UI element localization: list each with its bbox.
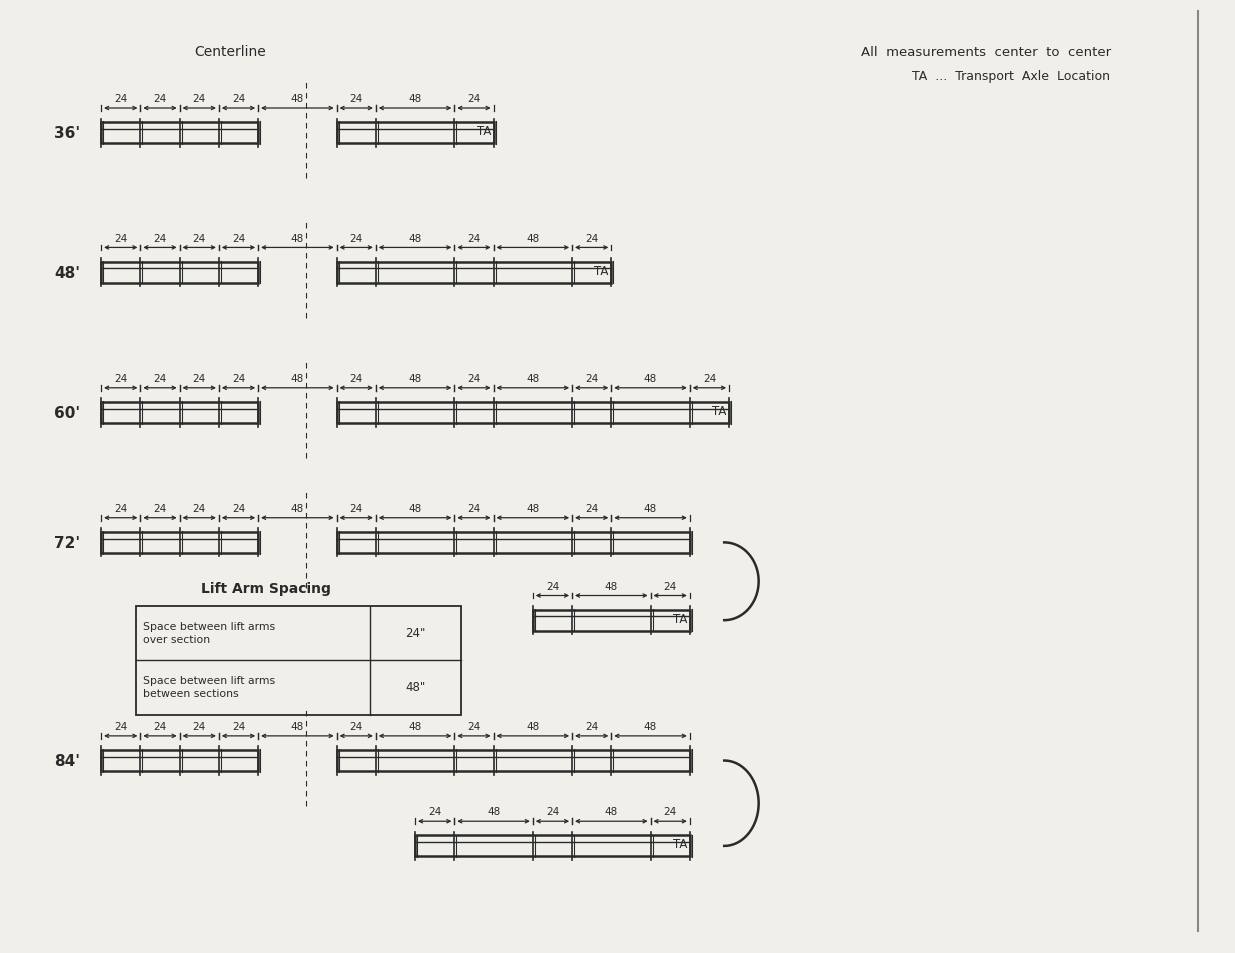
- Text: 24: 24: [153, 374, 167, 384]
- Text: 24: 24: [467, 503, 480, 514]
- Text: 24: 24: [232, 94, 245, 104]
- Text: TA  ...  Transport  Axle  Location: TA ... Transport Axle Location: [911, 71, 1110, 83]
- Bar: [101, 750, 258, 771]
- Text: Centerline: Centerline: [194, 45, 266, 59]
- Text: 48: 48: [605, 581, 618, 591]
- Bar: [337, 123, 494, 144]
- Bar: [101, 533, 258, 554]
- Text: 48: 48: [409, 233, 421, 243]
- Text: 48: 48: [643, 374, 657, 384]
- Text: 24: 24: [153, 94, 167, 104]
- Text: 24: 24: [663, 806, 677, 817]
- Text: 24: 24: [350, 233, 363, 243]
- Text: 48: 48: [409, 374, 421, 384]
- Text: 48: 48: [290, 233, 304, 243]
- Text: 24: 24: [153, 503, 167, 514]
- Text: 24: 24: [467, 721, 480, 731]
- Text: 24: 24: [232, 503, 245, 514]
- Text: 24: 24: [114, 94, 127, 104]
- Text: TA: TA: [594, 264, 609, 277]
- Text: 24: 24: [350, 503, 363, 514]
- Bar: [337, 533, 690, 554]
- Text: 48: 48: [409, 721, 421, 731]
- Text: 24: 24: [467, 374, 480, 384]
- Text: 48: 48: [290, 503, 304, 514]
- Bar: [337, 750, 690, 771]
- Text: 24: 24: [114, 503, 127, 514]
- Text: 84': 84': [54, 753, 80, 768]
- Text: 24: 24: [467, 233, 480, 243]
- Text: 24: 24: [193, 374, 206, 384]
- Text: 48: 48: [605, 806, 618, 817]
- Text: 24: 24: [585, 374, 598, 384]
- Text: 48: 48: [290, 94, 304, 104]
- Bar: [101, 123, 258, 144]
- Text: TA: TA: [713, 405, 726, 417]
- Text: 48: 48: [290, 721, 304, 731]
- Text: 24: 24: [663, 581, 677, 591]
- Text: 24: 24: [467, 94, 480, 104]
- Text: 24: 24: [114, 374, 127, 384]
- Text: 48: 48: [290, 374, 304, 384]
- Text: Space between lift arms
over section: Space between lift arms over section: [143, 620, 275, 644]
- Text: 24: 24: [350, 721, 363, 731]
- Text: 24: 24: [114, 721, 127, 731]
- Bar: [415, 836, 690, 857]
- Text: TA: TA: [673, 838, 687, 851]
- Text: 24": 24": [405, 626, 426, 639]
- Text: 72': 72': [54, 536, 80, 550]
- Text: 24: 24: [114, 233, 127, 243]
- Text: 24: 24: [232, 233, 245, 243]
- Text: 48: 48: [526, 233, 540, 243]
- Text: 24: 24: [546, 806, 559, 817]
- Bar: [101, 262, 258, 283]
- Text: 24: 24: [153, 233, 167, 243]
- Text: 24: 24: [429, 806, 441, 817]
- Text: 48: 48: [526, 374, 540, 384]
- Text: 60': 60': [54, 406, 80, 420]
- Text: 48: 48: [526, 503, 540, 514]
- Text: 48': 48': [54, 265, 80, 280]
- Text: 48: 48: [643, 503, 657, 514]
- Text: 48: 48: [409, 503, 421, 514]
- Bar: [101, 402, 258, 423]
- Bar: [337, 402, 729, 423]
- Text: 24: 24: [585, 233, 598, 243]
- Text: 24: 24: [585, 721, 598, 731]
- Text: Space between lift arms
between sections: Space between lift arms between sections: [143, 676, 275, 699]
- Bar: [136, 606, 462, 716]
- Text: 24: 24: [703, 374, 716, 384]
- Text: 24: 24: [193, 721, 206, 731]
- Text: 48": 48": [405, 680, 426, 694]
- Text: 24: 24: [232, 721, 245, 731]
- Text: 24: 24: [350, 94, 363, 104]
- Text: 24: 24: [153, 721, 167, 731]
- Bar: [532, 610, 690, 631]
- Text: 48: 48: [409, 94, 421, 104]
- Text: 36': 36': [54, 126, 80, 141]
- Text: 24: 24: [232, 374, 245, 384]
- Text: Lift Arm Spacing: Lift Arm Spacing: [201, 581, 331, 595]
- Text: 24: 24: [350, 374, 363, 384]
- Text: 24: 24: [585, 503, 598, 514]
- Text: TA: TA: [673, 612, 687, 625]
- Text: 48: 48: [526, 721, 540, 731]
- Text: 24: 24: [193, 503, 206, 514]
- Text: 24: 24: [546, 581, 559, 591]
- Bar: [337, 262, 611, 283]
- Text: All  measurements  center  to  center: All measurements center to center: [861, 46, 1112, 58]
- Text: 48: 48: [487, 806, 500, 817]
- Text: 24: 24: [193, 233, 206, 243]
- Text: TA: TA: [477, 125, 492, 138]
- Text: 24: 24: [193, 94, 206, 104]
- Text: 48: 48: [643, 721, 657, 731]
